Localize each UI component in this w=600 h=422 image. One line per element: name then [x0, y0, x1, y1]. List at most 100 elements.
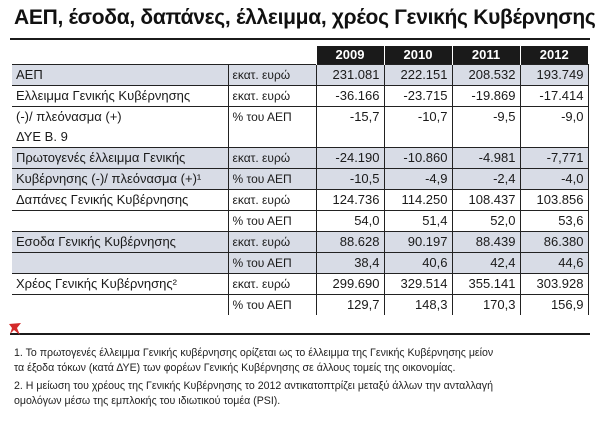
cell-value: 88.628 [316, 231, 385, 253]
row-label [12, 294, 228, 315]
cell-value: 299.690 [316, 273, 385, 295]
cell-value [384, 127, 453, 148]
cell-value: 38,4 [316, 252, 385, 274]
footnote-1-line-1: 1. Το πρωτογενές έλλειμμα Γενικής κυβέρν… [14, 347, 494, 359]
row-label: (-)/ πλεόνασμα (+) [12, 106, 228, 127]
footnote-2-line-1: 2. Η μείωση του χρέους της Γενικής Κυβέρ… [14, 380, 493, 392]
title-rule-top [10, 38, 590, 40]
cell-value: 231.081 [316, 64, 385, 86]
table-row: % του ΑΕΠ 54,0 51,4 52,0 53,6 [12, 210, 589, 232]
row-unit: % του ΑΕΠ [227, 252, 317, 274]
table-row: Ελλειμμα Γενικής Κυβέρνησης εκατ. ευρώ -… [12, 85, 589, 107]
table-row: Εσοδα Γενικής Κυβέρνησης εκατ. ευρώ 88.6… [12, 231, 589, 253]
cell-value: 114.250 [384, 189, 453, 211]
header-year: 2012 [519, 46, 588, 65]
cell-value: -24.190 [316, 147, 385, 169]
table-row: ΔΥΕ Β. 9 [12, 127, 589, 148]
cell-value: 53,6 [520, 210, 589, 232]
row-unit: εκατ. ευρώ [227, 273, 317, 295]
row-unit: εκατ. ευρώ [227, 189, 317, 211]
cell-value: 44,6 [520, 252, 589, 274]
row-unit: % του ΑΕΠ [227, 106, 317, 127]
row-unit: εκατ. ευρώ [227, 147, 317, 169]
cell-value: -9,0 [520, 106, 589, 127]
footnote-1-line-2: τα έξοδα τόκων (κατά ΔΥΕ) των φορέων Γεν… [14, 362, 456, 374]
cell-value: -19.869 [452, 85, 521, 107]
cell-value [520, 127, 589, 148]
cell-value: -36.166 [316, 85, 385, 107]
cell-value: 156,9 [520, 294, 589, 315]
row-unit: εκατ. ευρώ [227, 85, 317, 107]
table-row: ΑΕΠ εκατ. ευρώ 231.081 222.151 208.532 1… [12, 64, 589, 86]
table-row: % του ΑΕΠ 129,7 148,3 170,3 156,9 [12, 294, 589, 315]
cell-value: -17.414 [520, 85, 589, 107]
cell-value: -23.715 [384, 85, 453, 107]
cell-value: 170,3 [452, 294, 521, 315]
cell-value [316, 127, 385, 148]
row-unit: % του ΑΕΠ [227, 210, 317, 232]
cell-value: 208.532 [452, 64, 521, 86]
header-blank [228, 46, 316, 65]
cell-value: -9,5 [452, 106, 521, 127]
row-unit: % του ΑΕΠ [227, 294, 317, 315]
row-unit: εκατ. ευρώ [227, 64, 317, 86]
cell-value: 51,4 [384, 210, 453, 232]
cell-value: 108.437 [452, 189, 521, 211]
header-year: 2009 [315, 46, 384, 65]
row-unit [227, 127, 317, 148]
row-label [12, 210, 228, 232]
header-row: 2009 2010 2011 2012 [12, 46, 588, 65]
cell-value: -15,7 [316, 106, 385, 127]
table-rule-bottom [10, 333, 590, 335]
row-label: Πρωτογενές έλλειμμα Γενικής [12, 147, 228, 169]
cell-value: 90.197 [384, 231, 453, 253]
cell-value: 88.439 [452, 231, 521, 253]
cell-value: 40,6 [384, 252, 453, 274]
cell-value: 124.736 [316, 189, 385, 211]
table-row: Πρωτογενές έλλειμμα Γενικής εκατ. ευρώ -… [12, 147, 589, 169]
cell-value: 42,4 [452, 252, 521, 274]
row-label [12, 252, 228, 274]
cell-value: 355.141 [452, 273, 521, 295]
cell-value: -10,5 [316, 168, 385, 190]
header-year: 2011 [451, 46, 520, 65]
footnote-2-line-2: ομολόγων μέσω της εμπλοκής του ιδιωτικού… [14, 395, 281, 407]
cell-value: -2,4 [452, 168, 521, 190]
header-year: 2010 [383, 46, 452, 65]
cell-value: -7,771 [520, 147, 589, 169]
table-row: (-)/ πλεόνασμα (+) % του ΑΕΠ -15,7 -10,7… [12, 106, 589, 127]
cell-value: 129,7 [316, 294, 385, 315]
header-blank [12, 46, 228, 65]
cell-value: -4,0 [520, 168, 589, 190]
row-unit: εκατ. ευρώ [227, 231, 317, 253]
cell-value: -10,7 [384, 106, 453, 127]
row-label: ΑΕΠ [12, 64, 228, 86]
row-label: Χρέος Γενικής Κυβέρνησης² [12, 273, 228, 295]
table-row: Δαπάνες Γενικής Κυβέρνησης εκατ. ευρώ 12… [12, 189, 589, 211]
cell-value: 222.151 [384, 64, 453, 86]
page-title: ΑΕΠ, έσοδα, δαπάνες, έλλειμμα, χρέος Γεν… [14, 6, 596, 29]
table-row: % του ΑΕΠ 38,4 40,6 42,4 44,6 [12, 252, 589, 274]
cell-value: 103.856 [520, 189, 589, 211]
row-label: ΔΥΕ Β. 9 [16, 129, 68, 144]
row-label: Δαπάνες Γενικής Κυβέρνησης [12, 189, 228, 211]
row-label: Ελλειμμα Γενικής Κυβέρνησης [12, 85, 228, 107]
cell-value: 303.928 [520, 273, 589, 295]
cell-value [452, 127, 521, 148]
cell-value: -4,9 [384, 168, 453, 190]
cell-value: 86.380 [520, 231, 589, 253]
cell-value: 329.514 [384, 273, 453, 295]
cell-value: -10.860 [384, 147, 453, 169]
row-label: Κυβέρνησης (-)/ πλεόνασμα (+)¹ [12, 168, 228, 190]
table-row: Χρέος Γενικής Κυβέρνησης² εκατ. ευρώ 299… [12, 273, 589, 295]
red-logo-mark-icon [9, 323, 21, 335]
cell-value: 148,3 [384, 294, 453, 315]
cell-value: -4.981 [452, 147, 521, 169]
cell-value: 52,0 [452, 210, 521, 232]
cell-value: 54,0 [316, 210, 385, 232]
row-label: Εσοδα Γενικής Κυβέρνησης [12, 231, 228, 253]
table-row: Κυβέρνησης (-)/ πλεόνασμα (+)¹ % του ΑΕΠ… [12, 168, 589, 190]
row-unit: % του ΑΕΠ [227, 168, 317, 190]
data-table: 2009 2010 2011 2012 ΑΕΠ εκατ. ευρώ 231.0… [12, 46, 589, 315]
cell-value: 193.749 [520, 64, 589, 86]
